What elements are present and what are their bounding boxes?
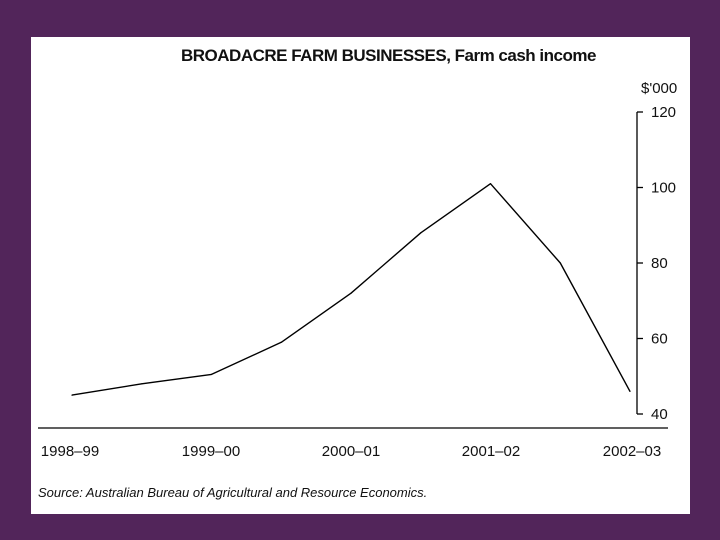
y-tick-label: 80 [651,255,668,272]
data-point [350,292,352,294]
y-tick-label: 60 [651,331,668,348]
x-tick-label: 1998–99 [41,443,99,460]
data-point [71,394,73,396]
x-tick-label: 2001–02 [462,443,520,460]
data-point [280,341,282,343]
chart-panel [31,37,690,514]
chart-title: BROADACRE FARM BUSINESSES, Farm cash inc… [181,46,596,65]
data-point [489,183,492,185]
x-tick-label: 1999–00 [182,443,240,460]
x-tick-label: 2000–01 [322,443,380,460]
data-point [559,262,561,264]
data-point [629,390,631,392]
y-tick-label: 120 [651,104,676,121]
y-tick-label: 100 [651,180,676,197]
series-line [71,182,631,396]
source-note: Source: Australian Bureau of Agricultura… [38,485,427,500]
series-group [71,182,631,396]
axes: 40 60 80 100 120 1998–99 1999–00 2000–01 2001–02… [38,104,676,460]
data-point [420,232,422,234]
data-point [141,383,143,385]
x-tick-label: 2002–03 [603,443,661,460]
data-point [210,373,213,375]
y-tick-label: 40 [651,406,668,423]
y-axis-unit-label: $'000 [641,80,677,97]
